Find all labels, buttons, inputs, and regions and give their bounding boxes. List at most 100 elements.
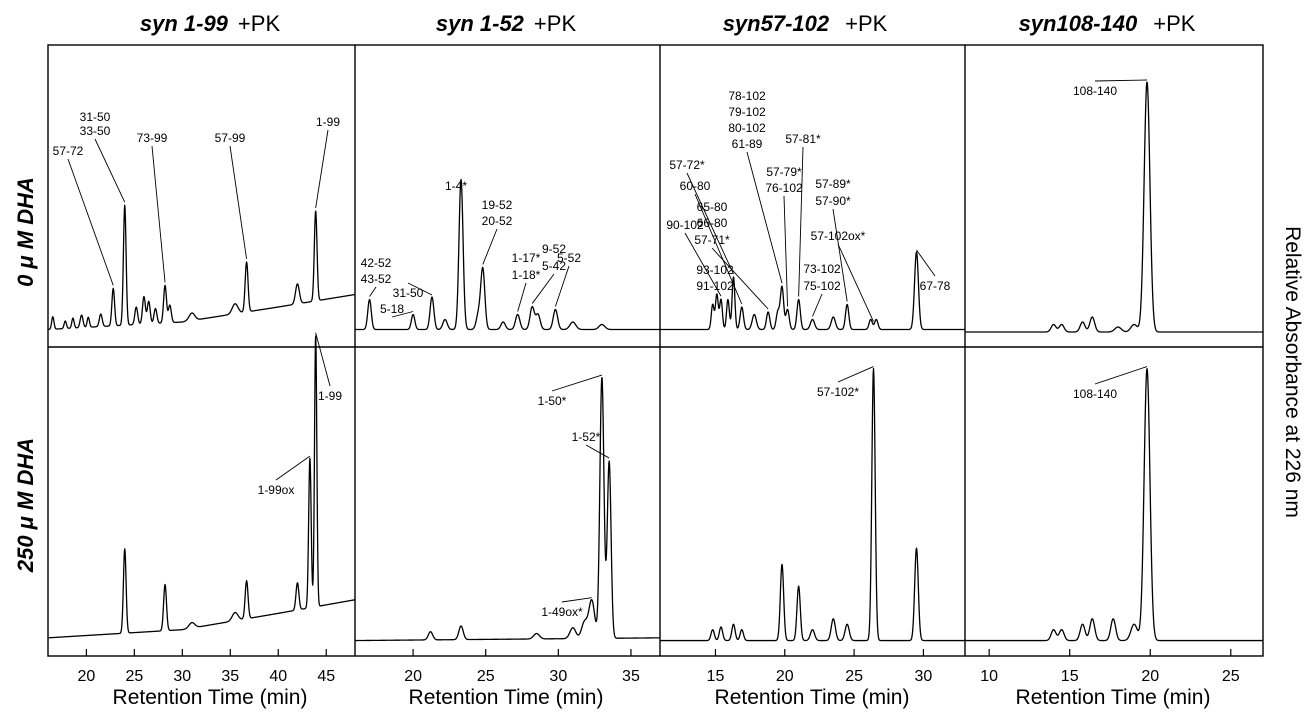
peak-leader-col3-row0-8 xyxy=(812,293,823,317)
peak-label-col3-row0-0-1: 79-102 xyxy=(728,105,766,119)
chromatogram-trace-col3-row0 xyxy=(659,251,966,331)
peak-leader-col3-row0-10 xyxy=(837,243,874,322)
peak-leader-col4-row0-0 xyxy=(1094,79,1148,82)
peak-label-col2-row1-8-0: 1-50* xyxy=(538,394,567,408)
peak-leader-col3-row0-3 xyxy=(694,193,743,305)
peak-label-col3-row0-4-2: 57-71* xyxy=(694,233,730,247)
x-tick-label-col4-1: 15 xyxy=(1061,668,1079,685)
peak-label-col2-row0-3-0: 1-4* xyxy=(445,179,467,193)
peak-label-col1-row0-0-0: 31-50 xyxy=(80,110,111,124)
x-tick-label-col1-2: 30 xyxy=(173,668,191,685)
peak-leader-col3-row0-1 xyxy=(798,146,804,297)
peak-leader-col2-row1-9 xyxy=(585,444,610,459)
peak-label-col3-row0-11-0: 67-78 xyxy=(920,279,951,293)
x-tick-label-col1-3: 35 xyxy=(221,668,239,685)
peak-label-col3-row1-12-0: 57-102* xyxy=(817,385,859,399)
peak-leader-col3-row0-6 xyxy=(684,232,722,297)
peak-label-col3-row0-4-1: 66-80 xyxy=(697,216,728,230)
peak-label-col4-row1-1-0: 108-140 xyxy=(1073,387,1117,401)
panel-title-3-suffix: +PK xyxy=(845,11,888,36)
x-tick-label-col2-3: 35 xyxy=(622,668,640,685)
peak-label-col2-row0-1-0: 5-18 xyxy=(380,302,404,316)
peak-label-col2-row0-4-1: 20-52 xyxy=(482,214,513,228)
peak-leader-col3-row0-9 xyxy=(832,208,848,302)
peak-leader-col2-row0-7 xyxy=(555,265,570,307)
peak-leader-col1-row0-2 xyxy=(151,145,166,283)
peak-leader-col4-row1-1 xyxy=(1094,366,1148,385)
peak-label-col1-row0-1-0: 57-72 xyxy=(53,144,84,158)
peak-label-col2-row0-6-1: 5-42 xyxy=(542,259,566,273)
row-label-0: 0 μ M DHA xyxy=(13,177,38,287)
x-tick-label-col2-1: 25 xyxy=(477,668,495,685)
row-label-0-rest: M DHA xyxy=(13,177,38,255)
peak-label-col2-row0-5-0: 1-17* xyxy=(512,251,541,265)
x-axis-label-3: Retention Time (min) xyxy=(715,686,910,709)
row-label-1: 250 μ M DHA xyxy=(13,438,38,573)
chromatogram-trace-col1-row0 xyxy=(47,204,356,331)
x-axis-labels: Retention Time (min) Retention Time (min… xyxy=(113,686,1211,709)
peak-label-col3-row0-10-0: 57-102ox* xyxy=(811,229,866,243)
peak-label-col1-row0-4-0: 1-99 xyxy=(316,115,340,129)
chromatogram-trace-col3-row1 xyxy=(659,367,966,642)
panel-title-2-suffix: +PK xyxy=(534,11,577,36)
peak-label-col3-row0-5-0: 57-79* xyxy=(766,165,802,179)
peak-leader-col2-row0-1 xyxy=(391,311,414,318)
panel-title-1-suffix: +PK xyxy=(238,11,281,36)
panel-frames xyxy=(47,44,1264,657)
peak-label-col2-row0-7-0: 5-52 xyxy=(557,251,581,265)
peak-leader-col3-row0-2 xyxy=(686,172,734,275)
peak-label-col3-row0-5-1: 76-102 xyxy=(765,181,803,195)
peak-label-col3-row0-0-3: 61-89 xyxy=(732,137,763,151)
row-label-1-rest: M DHA xyxy=(13,438,38,516)
peak-label-col3-row0-7-0: 93-102 xyxy=(696,263,734,277)
peak-leader-col2-row0-0 xyxy=(369,286,377,297)
peak-label-col4-row0-0-0: 108-140 xyxy=(1073,84,1117,98)
x-tick-label-col2-0: 20 xyxy=(404,668,422,685)
x-axis-label-1: Retention Time (min) xyxy=(113,686,308,709)
x-tick-label-col2-2: 30 xyxy=(549,668,567,685)
panel-title-1-name: syn 1-99 xyxy=(140,11,229,36)
peak-leader-col1-row0-0 xyxy=(94,138,126,203)
peak-label-col2-row0-6-0: 9-52 xyxy=(542,242,566,256)
peak-label-col1-row0-3-0: 57-99 xyxy=(215,131,246,145)
peak-leader-col3-row1-12 xyxy=(837,366,874,383)
peak-label-col3-row0-8-1: 75-102 xyxy=(803,279,841,293)
peak-leader-col2-row0-2 xyxy=(407,282,433,296)
peak-label-col1-row0-2-0: 73-99 xyxy=(137,131,168,145)
x-tick-label-col1-1: 25 xyxy=(125,668,143,685)
x-axis-label-4: Retention Time (min) xyxy=(1016,686,1211,709)
column-titles: syn 1-99 +PK syn 1-52 +PK syn57-102 +PK syn… xyxy=(140,11,1196,36)
row-label-0-mu: μ xyxy=(13,255,38,269)
panel-title-3: syn57-102 +PK xyxy=(723,11,888,36)
peak-leader-col3-row0-4 xyxy=(711,247,769,310)
peak-leader-col3-row0-5 xyxy=(783,195,788,307)
peak-label-col3-row0-4-0: 65-80 xyxy=(697,200,728,214)
peak-label-col3-row0-7-1: 91-102 xyxy=(696,279,734,293)
peak-leader-col1-row0-1 xyxy=(67,158,114,286)
peak-label-col3-row0-9-0: 57-89* xyxy=(815,177,851,191)
chromatogram-trace-col4-row0 xyxy=(964,81,1264,333)
peak-label-col2-row1-9-0: 1-52* xyxy=(572,430,601,444)
peak-leader-col3-row0-11 xyxy=(916,249,936,277)
x-tick-label-col1-5: 45 xyxy=(317,668,335,685)
x-tick-label-col3-1: 20 xyxy=(776,668,794,685)
x-tick-label-col4-3: 25 xyxy=(1222,668,1240,685)
panel-title-4: syn108-140 +PK xyxy=(1019,11,1196,36)
x-tick-label-col3-2: 25 xyxy=(845,668,863,685)
x-tick-label-col4-0: 10 xyxy=(980,668,998,685)
x-tick-label-col4-2: 20 xyxy=(1141,668,1159,685)
x-axis-label-2: Retention Time (min) xyxy=(409,686,604,709)
x-tick-label-col1-0: 20 xyxy=(77,668,95,685)
peak-leader-col2-row0-5 xyxy=(517,282,527,312)
peak-leader-col1-row1-6 xyxy=(275,455,311,481)
peak-leader-col2-row1-10 xyxy=(561,597,592,603)
peak-label-col3-row0-2-0: 57-72* xyxy=(669,158,705,172)
peak-label-col2-row0-5-1: 1-18* xyxy=(512,268,541,282)
panel-title-4-name: syn108-140 xyxy=(1019,11,1138,36)
peak-label-col3-row0-3-0: 60-80 xyxy=(680,179,711,193)
panel-title-3-name: syn57-102 xyxy=(723,11,830,36)
panel-title-2: syn 1-52 +PK xyxy=(436,11,577,36)
row-label-1-mu: μ xyxy=(13,516,38,530)
